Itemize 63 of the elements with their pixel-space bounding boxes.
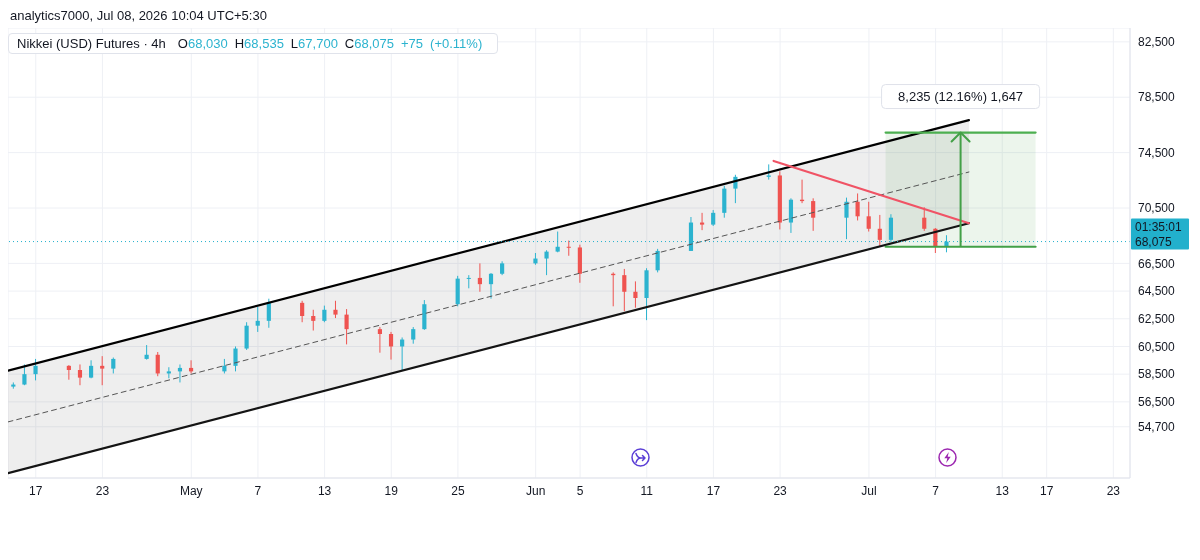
candlestick	[77, 363, 83, 386]
x-tick-label: May	[179, 483, 203, 498]
candlestick	[866, 201, 871, 233]
x-tick-label: 13	[317, 483, 332, 498]
y-tick-label: 78,500	[1138, 90, 1176, 105]
x-tick-label: 17	[1040, 483, 1054, 498]
x-tick-label: 17	[706, 483, 721, 498]
annotation: 8,235 (12.16%) 1,647	[898, 89, 1024, 105]
text: 01:35:01	[1135, 219, 1183, 234]
candlestick	[311, 309, 316, 332]
x-tick-label: Jul	[861, 483, 877, 498]
candlestick	[255, 306, 260, 333]
x-tick-label: 7	[932, 483, 940, 498]
candlestick	[844, 197, 849, 240]
y-tick-label: 60,500	[1138, 339, 1176, 354]
candlestick	[488, 272, 494, 300]
candlestick	[811, 197, 816, 232]
candlestick	[477, 262, 482, 293]
candlestick	[922, 206, 927, 232]
x-tick-label: 17	[29, 483, 43, 498]
text: analytics7000, Jul 08, 2026 10:04 UTC+5:30	[10, 8, 267, 23]
candlestick	[300, 300, 305, 323]
y-tick-label: 74,500	[1138, 145, 1176, 160]
candlestick	[33, 358, 38, 381]
candlestick	[266, 298, 271, 329]
candlestick	[377, 326, 382, 354]
candlestick	[233, 345, 238, 372]
x-tick-label: 23	[773, 483, 788, 498]
x-tick-label: 13	[995, 483, 1010, 498]
candlestick	[100, 355, 105, 386]
y-tick-label: 58,500	[1138, 367, 1176, 382]
text: Nikkei (USD) Futures · 4h	[17, 36, 166, 51]
y-tick-label: 70,500	[1138, 201, 1176, 216]
y-tick-label: 66,500	[1138, 256, 1176, 271]
candlestick	[788, 197, 794, 234]
y-tick-label: 64,500	[1138, 284, 1176, 299]
candlestick	[566, 240, 571, 257]
candlestick	[155, 351, 160, 377]
candlestick	[466, 274, 471, 289]
y-tick-label: 56,500	[1138, 395, 1176, 410]
x-tick-label: 25	[451, 483, 465, 498]
x-tick-label: 11	[640, 483, 654, 498]
candlestick	[855, 192, 860, 221]
ref-line-label: 68,075	[1135, 234, 1173, 249]
candlestick	[344, 308, 349, 345]
x-tick-label: 23	[1106, 483, 1121, 498]
x-tick-label: Jun	[525, 483, 546, 498]
candlestick	[655, 248, 660, 273]
candlestick	[622, 268, 627, 312]
x-tick-label: 7	[254, 483, 262, 498]
y-tick-label: 82,500	[1138, 35, 1176, 50]
text: O68,030 H68,535 L67,700 C68,075 +75 (+0.11%)	[177, 36, 483, 51]
y-tick-label: 54,700	[1138, 420, 1176, 435]
candlestick	[877, 214, 882, 248]
x-tick-label: 23	[95, 483, 110, 498]
candlestick	[66, 364, 71, 381]
candlestick	[633, 280, 638, 309]
x-tick-label: 19	[384, 483, 399, 498]
candlestick	[388, 331, 394, 361]
x-tick-label: 5	[576, 483, 584, 498]
candlestick	[244, 321, 249, 351]
candlestick	[544, 249, 549, 276]
y-tick-label: 62,500	[1138, 312, 1176, 327]
